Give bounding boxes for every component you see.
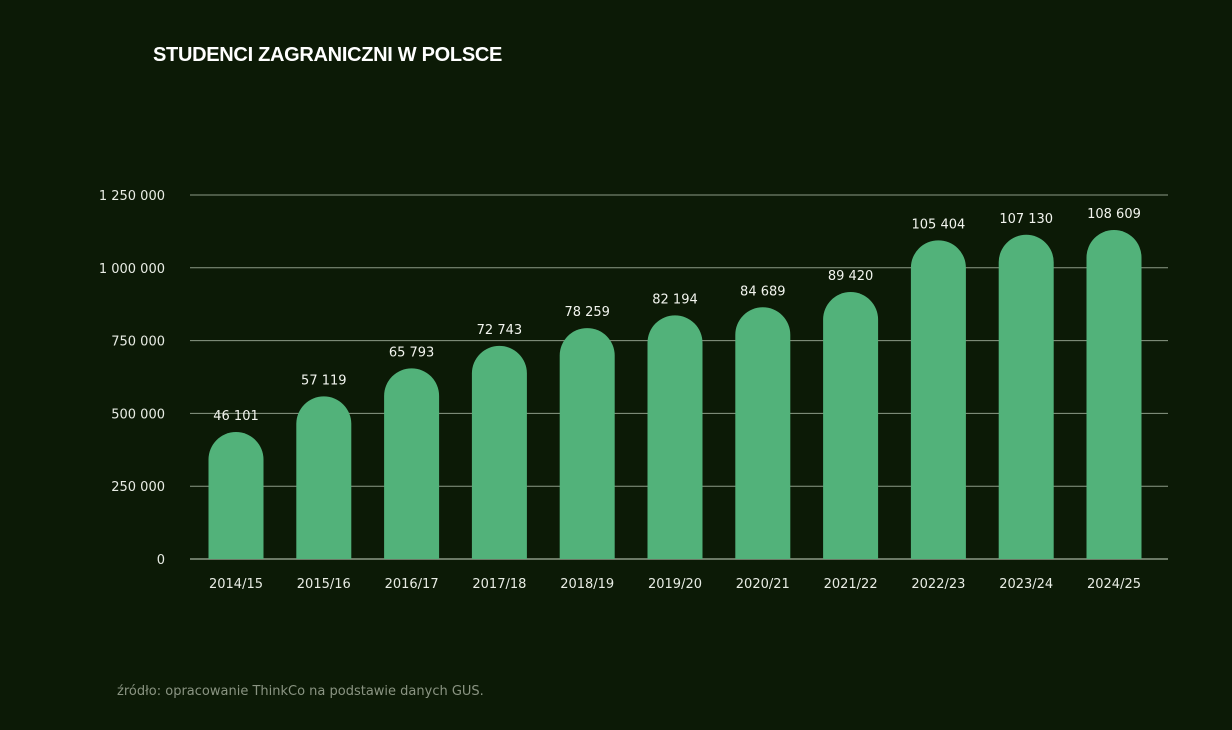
- data-label: 89 420: [828, 269, 874, 284]
- chart-title: STUDENCI ZAGRANICZNI W POLSCE: [153, 44, 503, 66]
- x-tick-label: 2017/18: [472, 577, 526, 592]
- bar: [647, 315, 703, 559]
- bar: [910, 240, 966, 559]
- data-label: 105 404: [912, 217, 966, 232]
- bar: [208, 432, 264, 559]
- data-label: 65 793: [389, 345, 435, 360]
- x-tick-label: 2022/23: [911, 577, 965, 592]
- y-tick-label: 1 000 000: [99, 262, 165, 277]
- x-tick-label: 2014/15: [209, 577, 263, 592]
- x-tick-label: 2024/25: [1087, 577, 1141, 592]
- data-label: 46 101: [213, 409, 259, 424]
- y-tick-label: 750 000: [111, 335, 165, 350]
- x-tick-label: 2015/16: [297, 577, 351, 592]
- data-label: 82 194: [652, 292, 698, 307]
- x-tick-label: 2020/21: [736, 577, 790, 592]
- bar: [735, 307, 791, 559]
- source-note: źródło: opracowanie ThinkCo na podstawie…: [117, 684, 484, 699]
- data-label: 57 119: [301, 373, 347, 388]
- y-tick-label: 250 000: [111, 480, 165, 495]
- y-tick-label: 0: [157, 553, 165, 568]
- y-tick-label: 1 250 000: [99, 189, 165, 204]
- x-tick-label: 2023/24: [999, 577, 1053, 592]
- x-tick-label: 2018/19: [560, 577, 614, 592]
- bar: [998, 234, 1054, 559]
- data-label: 72 743: [477, 323, 523, 338]
- bar: [823, 292, 879, 559]
- x-tick-label: 2019/20: [648, 577, 702, 592]
- data-label: 78 259: [564, 305, 610, 320]
- bar: [471, 345, 527, 559]
- x-tick-label: 2016/17: [385, 577, 439, 592]
- bar: [384, 368, 440, 559]
- data-label: 107 130: [999, 212, 1053, 227]
- bar: [296, 396, 352, 559]
- x-tick-label: 2021/22: [824, 577, 878, 592]
- bar: [559, 328, 615, 559]
- data-label: 84 689: [740, 284, 786, 299]
- y-tick-label: 500 000: [111, 407, 165, 422]
- data-label: 108 609: [1087, 207, 1141, 222]
- bar: [1086, 229, 1142, 559]
